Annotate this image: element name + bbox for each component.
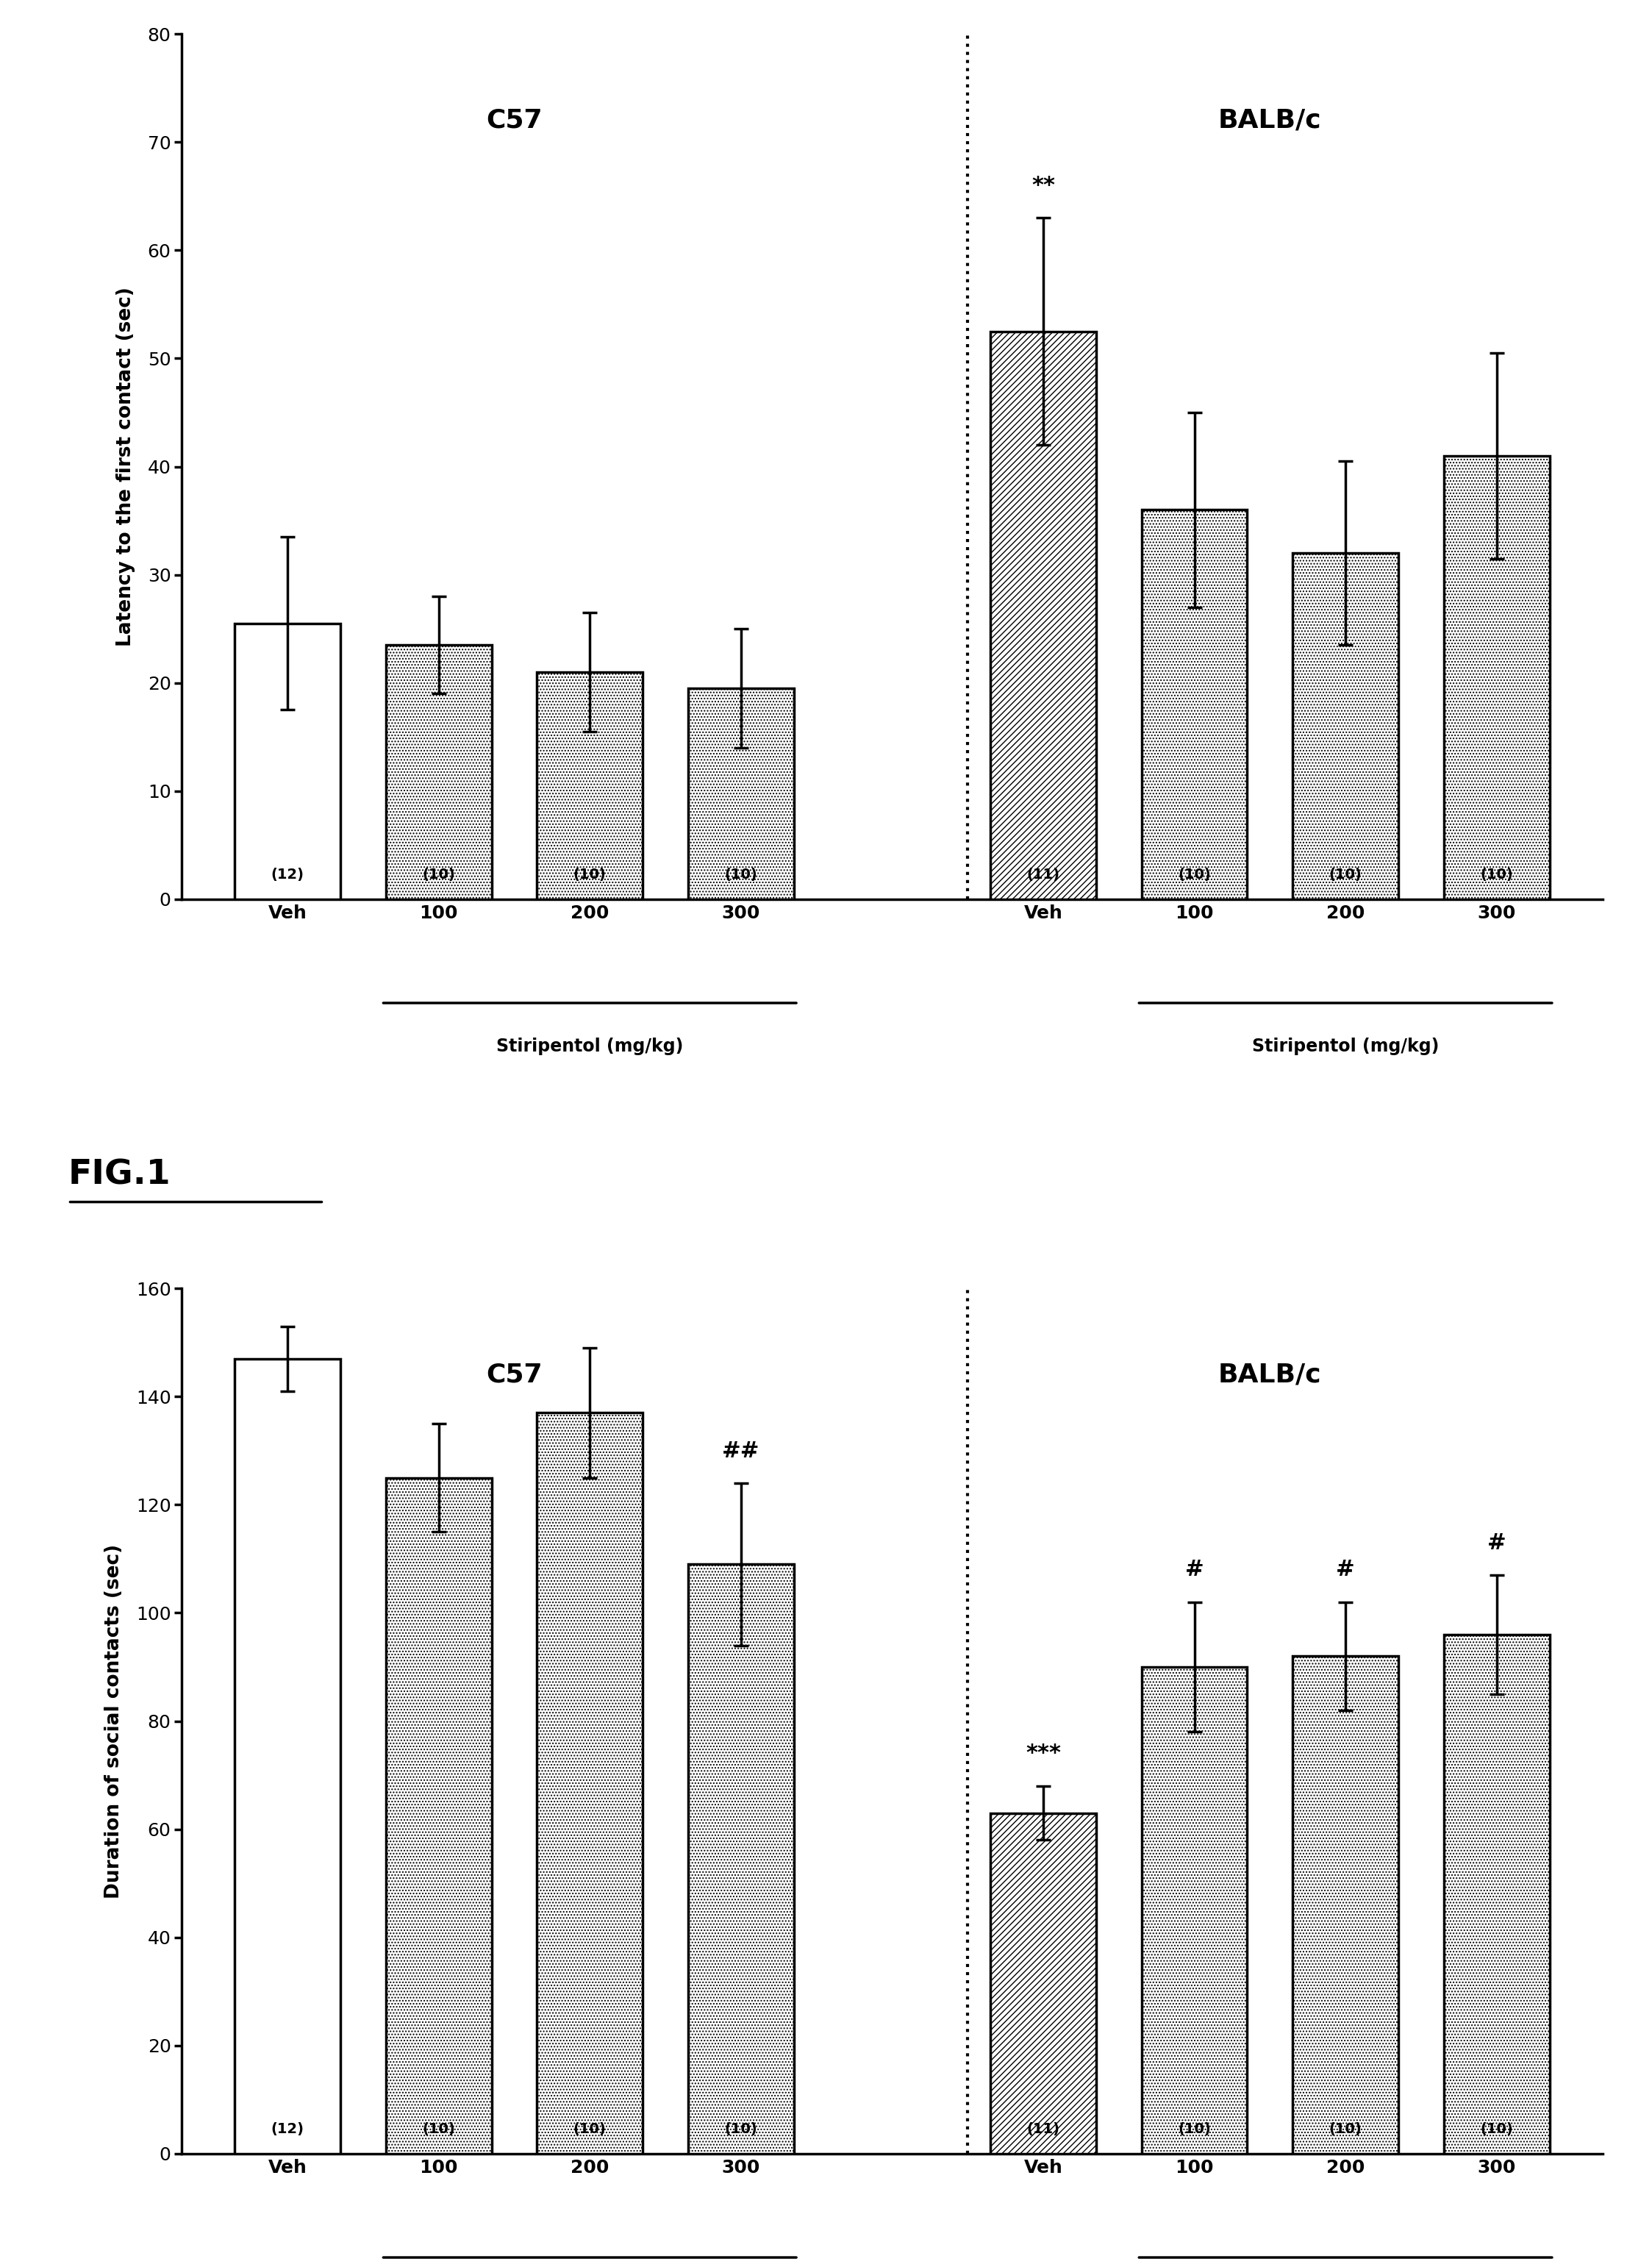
Y-axis label: Duration of social contacts (sec): Duration of social contacts (sec) bbox=[104, 1544, 124, 1897]
Text: (10): (10) bbox=[1330, 868, 1361, 882]
Text: BALB/c: BALB/c bbox=[1218, 1362, 1322, 1387]
Text: (10): (10) bbox=[423, 2122, 454, 2136]
Text: (10): (10) bbox=[725, 868, 757, 882]
Text: (10): (10) bbox=[573, 868, 606, 882]
Text: (10): (10) bbox=[573, 2122, 606, 2136]
Text: Stiripentol (mg/kg): Stiripentol (mg/kg) bbox=[496, 1038, 684, 1054]
Text: (10): (10) bbox=[1178, 2122, 1211, 2136]
Bar bbox=[1444, 456, 1550, 900]
Text: #: # bbox=[1336, 1560, 1355, 1580]
Bar bbox=[1292, 553, 1398, 900]
Bar bbox=[687, 1564, 795, 2154]
Text: (10): (10) bbox=[1178, 868, 1211, 882]
Text: C57: C57 bbox=[486, 109, 542, 134]
Bar bbox=[387, 646, 492, 900]
Text: ##: ## bbox=[722, 1440, 760, 1462]
Text: (10): (10) bbox=[423, 868, 454, 882]
Bar bbox=[235, 623, 340, 900]
Bar bbox=[1292, 1657, 1398, 2154]
Text: (10): (10) bbox=[1480, 868, 1513, 882]
Bar bbox=[1142, 510, 1247, 900]
Bar bbox=[537, 1412, 643, 2154]
Bar bbox=[1142, 1666, 1247, 2154]
Text: (10): (10) bbox=[1480, 2122, 1513, 2136]
Text: #: # bbox=[1184, 1560, 1204, 1580]
Text: **: ** bbox=[1031, 175, 1056, 197]
Text: ***: *** bbox=[1026, 1743, 1061, 1764]
Text: (11): (11) bbox=[1026, 2122, 1061, 2136]
Text: FIG.1: FIG.1 bbox=[68, 1158, 170, 1192]
Bar bbox=[990, 331, 1097, 900]
Text: BALB/c: BALB/c bbox=[1218, 109, 1322, 134]
Bar bbox=[1444, 1635, 1550, 2154]
Bar bbox=[387, 1478, 492, 2154]
Text: (10): (10) bbox=[1330, 2122, 1361, 2136]
Text: Stiripentol (mg/kg): Stiripentol (mg/kg) bbox=[1252, 1038, 1439, 1054]
Text: C57: C57 bbox=[486, 1362, 542, 1387]
Text: (12): (12) bbox=[271, 2122, 304, 2136]
Y-axis label: Latency to the first contact (sec): Latency to the first contact (sec) bbox=[116, 288, 135, 646]
Text: (12): (12) bbox=[271, 868, 304, 882]
Bar bbox=[990, 1814, 1097, 2154]
Text: (11): (11) bbox=[1026, 868, 1061, 882]
Bar bbox=[687, 689, 795, 900]
Bar bbox=[235, 1358, 340, 2154]
Text: (10): (10) bbox=[725, 2122, 757, 2136]
Bar bbox=[537, 671, 643, 900]
Text: #: # bbox=[1487, 1532, 1507, 1553]
